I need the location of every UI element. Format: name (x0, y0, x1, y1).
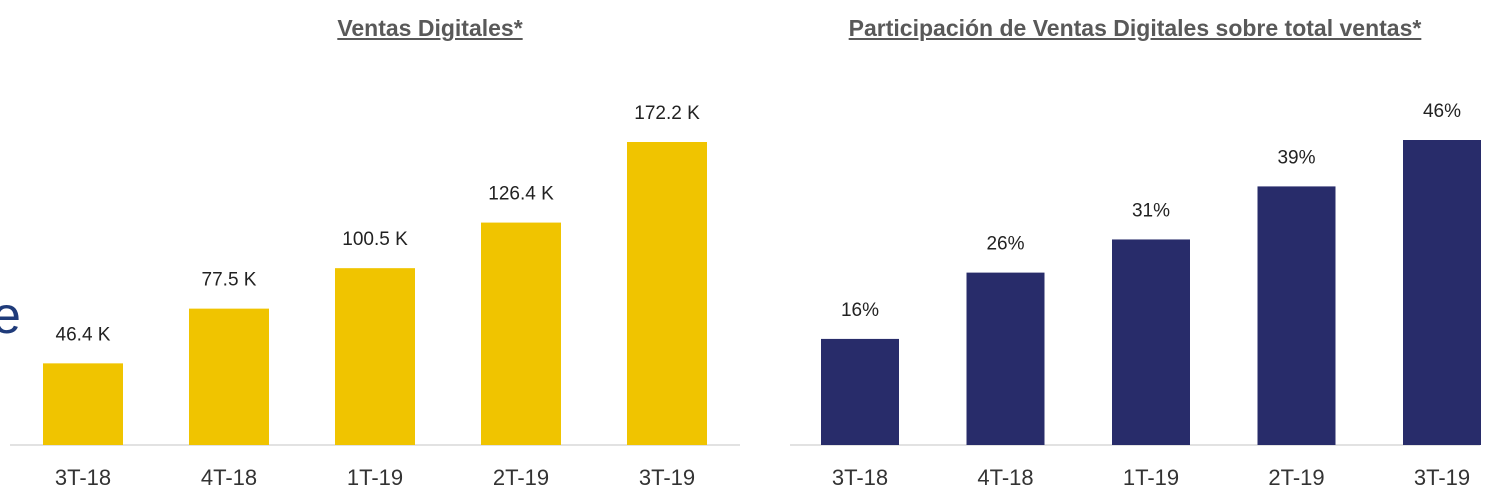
data-label: 39% (1277, 147, 1315, 168)
bar (1257, 186, 1336, 446)
bar (43, 363, 123, 445)
x-tick-label: 3T-19 (1414, 465, 1470, 490)
data-label: 46% (1423, 101, 1461, 122)
x-tick-label: 3T-18 (832, 465, 888, 490)
x-tick-label: 4T-18 (201, 465, 257, 490)
x-tick-label: 1T-19 (1123, 465, 1179, 490)
x-tick-label: 3T-19 (639, 465, 695, 490)
data-label: 100.5 K (342, 229, 408, 250)
chart-title: Ventas Digitales* (337, 15, 523, 41)
data-label: 126.4 K (488, 184, 554, 205)
data-label: 172.2 K (634, 103, 700, 124)
data-label: 31% (1132, 200, 1170, 221)
side-text: e (0, 287, 21, 345)
x-tick-label: 1T-19 (347, 465, 403, 490)
x-tick-label: 3T-18 (55, 465, 111, 490)
bar (966, 272, 1045, 445)
chart-title: Participación de Ventas Digitales sobre … (848, 15, 1422, 41)
x-tick-label: 2T-19 (1268, 465, 1324, 490)
bar (481, 222, 561, 445)
data-label: 77.5 K (202, 270, 257, 291)
data-label: 16% (841, 300, 879, 321)
bar (189, 308, 269, 445)
bar (821, 338, 899, 445)
bar (1112, 239, 1190, 445)
bar (335, 268, 415, 445)
bar (1403, 140, 1481, 445)
x-tick-label: 2T-19 (493, 465, 549, 490)
bar (627, 142, 707, 445)
data-label: 26% (986, 234, 1024, 255)
x-tick-label: 4T-18 (977, 465, 1033, 490)
data-label: 46.4 K (56, 324, 111, 345)
